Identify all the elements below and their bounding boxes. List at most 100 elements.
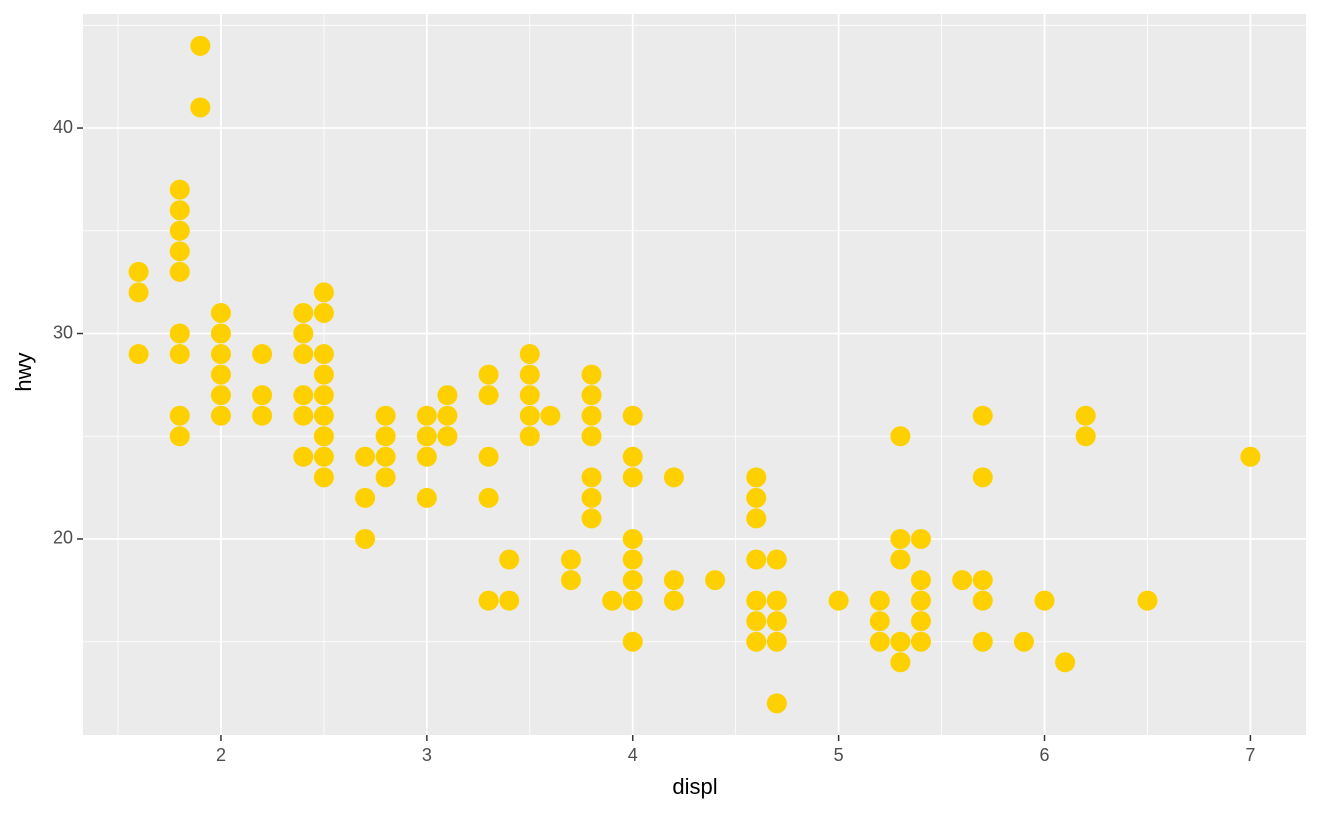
point	[890, 528, 911, 549]
point	[622, 405, 643, 426]
point	[890, 426, 911, 447]
point	[416, 405, 437, 426]
point	[478, 590, 499, 611]
point	[540, 405, 561, 426]
point	[622, 590, 643, 611]
point	[1034, 590, 1055, 611]
point	[190, 35, 211, 56]
point	[519, 385, 540, 406]
point	[478, 487, 499, 508]
point	[663, 590, 684, 611]
point	[1075, 426, 1096, 447]
point	[499, 590, 520, 611]
x-tick-label: 5	[834, 745, 844, 765]
point	[1137, 590, 1158, 611]
point	[210, 302, 231, 323]
point	[602, 590, 623, 611]
point	[375, 446, 396, 467]
point	[869, 590, 890, 611]
point	[169, 220, 190, 241]
point	[190, 97, 211, 118]
point	[972, 570, 993, 591]
point	[169, 323, 190, 344]
point	[766, 549, 787, 570]
point	[478, 446, 499, 467]
point	[972, 405, 993, 426]
x-tick-label: 4	[628, 745, 638, 765]
point	[581, 405, 602, 426]
point	[746, 467, 767, 488]
point	[519, 426, 540, 447]
y-tick-label: 30	[53, 322, 73, 342]
point	[437, 426, 458, 447]
point	[705, 570, 726, 591]
point	[416, 446, 437, 467]
point	[478, 364, 499, 385]
x-axis-title: displ	[672, 774, 717, 799]
point	[910, 590, 931, 611]
point	[1013, 631, 1034, 652]
point	[1075, 405, 1096, 426]
point	[355, 528, 376, 549]
point	[169, 179, 190, 200]
point	[663, 570, 684, 591]
point	[169, 426, 190, 447]
y-tick-label: 20	[53, 528, 73, 548]
point	[1055, 652, 1076, 673]
point	[560, 549, 581, 570]
point	[210, 405, 231, 426]
point	[313, 426, 334, 447]
point	[210, 385, 231, 406]
point	[869, 611, 890, 632]
point	[869, 631, 890, 652]
x-tick-label: 2	[216, 745, 226, 765]
point	[375, 426, 396, 447]
point	[478, 385, 499, 406]
point	[169, 241, 190, 262]
point	[581, 487, 602, 508]
point	[828, 590, 849, 611]
point	[560, 570, 581, 591]
point	[169, 344, 190, 365]
point	[210, 364, 231, 385]
point	[128, 261, 149, 282]
point	[375, 467, 396, 488]
point	[313, 405, 334, 426]
point	[313, 344, 334, 365]
point	[293, 446, 314, 467]
point	[293, 344, 314, 365]
point	[293, 323, 314, 344]
point	[746, 549, 767, 570]
y-tick-label: 40	[53, 117, 73, 137]
point	[252, 405, 273, 426]
point	[519, 405, 540, 426]
point	[972, 590, 993, 611]
point	[890, 652, 911, 673]
point	[128, 282, 149, 303]
point	[910, 570, 931, 591]
point	[766, 631, 787, 652]
point	[622, 467, 643, 488]
point	[746, 631, 767, 652]
point	[766, 693, 787, 714]
point	[910, 631, 931, 652]
point	[622, 570, 643, 591]
point	[746, 590, 767, 611]
point	[313, 446, 334, 467]
point	[375, 405, 396, 426]
point	[293, 385, 314, 406]
point	[519, 344, 540, 365]
y-axis-title: hwy	[11, 352, 36, 391]
point	[252, 344, 273, 365]
point	[169, 200, 190, 221]
point	[313, 467, 334, 488]
point	[499, 549, 520, 570]
point	[581, 364, 602, 385]
point	[210, 323, 231, 344]
point	[1240, 446, 1261, 467]
x-tick-label: 7	[1245, 745, 1255, 765]
point	[252, 385, 273, 406]
point	[581, 385, 602, 406]
